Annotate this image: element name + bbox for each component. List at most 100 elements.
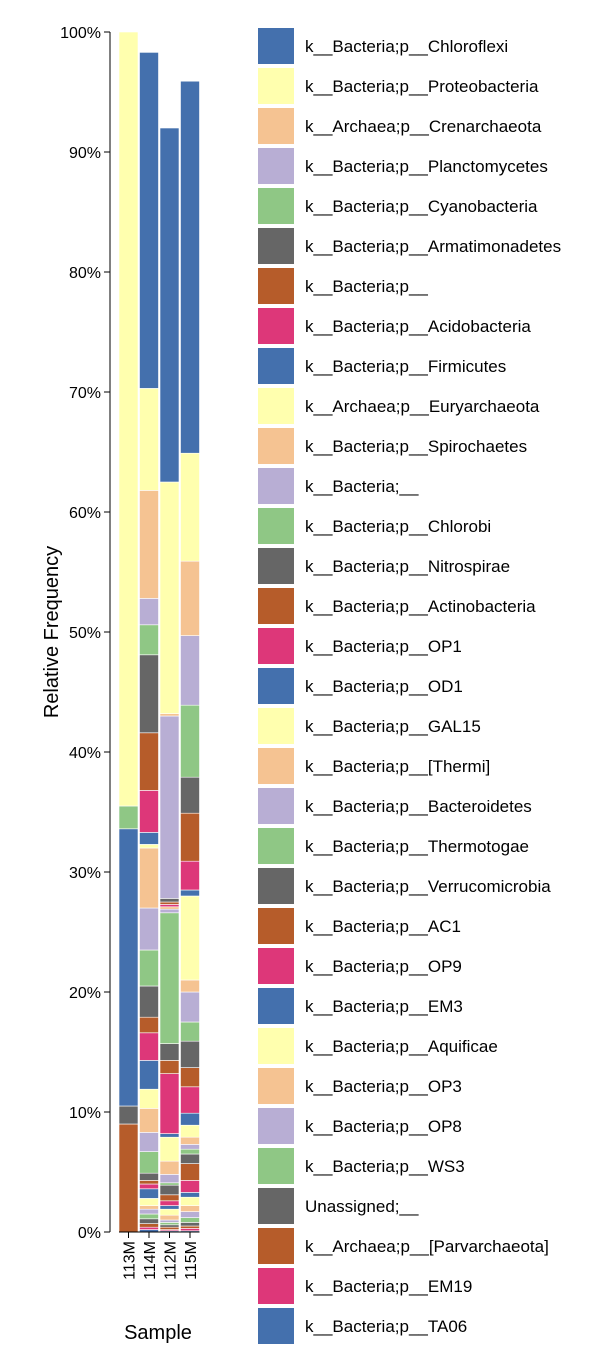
bar-segment: 112M — k__Archaea;p__[Parvarchaeota] bbox=[159, 1226, 180, 1230]
bar-segment: 114M — Unassigned;__ bbox=[139, 1218, 159, 1224]
legend-item: k__Bacteria;p__TA06 bbox=[258, 1308, 467, 1344]
bar-segment: 115M — k__Bacteria;p__Verrucomicrobia bbox=[180, 1153, 200, 1164]
legend-label: k__Bacteria;p__Proteobacteria bbox=[305, 77, 539, 96]
bar-segment: 114M — k__Bacteria;p__Acidobacteria bbox=[139, 790, 159, 833]
legend-item: k__Bacteria;p__EM3 bbox=[258, 988, 463, 1024]
bar-segment: 114M — k__Bacteria;p__AC1 bbox=[139, 1180, 159, 1185]
bar-segment: 115M — k__Bacteria;p__Chlorobi bbox=[180, 1021, 200, 1042]
legend-label: k__Bacteria;p__OP3 bbox=[305, 1077, 462, 1096]
legend-label: k__Bacteria;p__Thermotogae bbox=[305, 837, 529, 856]
bar-segment: 112M — k__Bacteria;p__Armatimonadetes bbox=[159, 898, 180, 903]
legend-item: k__Bacteria;p__OP8 bbox=[258, 1108, 462, 1144]
bar-segment: 115M — k__Bacteria;p__EM3 bbox=[180, 1192, 200, 1198]
bar-segment: 114M — k__Bacteria;p__ bbox=[139, 732, 159, 791]
legend-label: k__Bacteria;p__OP9 bbox=[305, 957, 462, 976]
legend-item: k__Bacteria;p__OP1 bbox=[258, 628, 462, 664]
bar-segment: 115M — k__Bacteria;p__Armatimonadetes bbox=[180, 776, 200, 814]
legend-swatch bbox=[258, 988, 294, 1024]
y-axis-title: Relative Frequency bbox=[41, 546, 63, 718]
legend-item: k__Bacteria;p__WS3 bbox=[258, 1148, 465, 1184]
legend-label: k__Bacteria;p__ bbox=[305, 277, 428, 296]
bars-group: 113M — k__Archaea;p__[Parvarchaeota]113M… bbox=[118, 31, 200, 1233]
bar-segment: 115M — k__Bacteria;p__Firmicutes bbox=[180, 889, 200, 897]
y-tick-label: 50% bbox=[69, 625, 101, 642]
legend-label: k__Archaea;p__Euryarchaeota bbox=[305, 397, 540, 416]
bar-segment: 114M — k__Bacteria;p__OD1 bbox=[139, 1060, 159, 1090]
bar-segment: 115M — k__Bacteria;__ bbox=[180, 991, 200, 1023]
legend-swatch bbox=[258, 628, 294, 664]
legend-swatch bbox=[258, 68, 294, 104]
legend-item: k__Bacteria;p__[Thermi] bbox=[258, 748, 490, 784]
bar-segment: 112M — k__Bacteria;p__ bbox=[159, 901, 180, 905]
bar-segment: 112M — k__Bacteria;p__Spirochaetes bbox=[159, 906, 180, 910]
legend-item: k__Bacteria;p__Thermotogae bbox=[258, 828, 529, 864]
bar-segment: 112M — k__Bacteria;p__OD1 bbox=[159, 1133, 180, 1138]
legend-swatch bbox=[258, 1068, 294, 1104]
bar-segment: 112M — k__Bacteria;p__AC1 bbox=[159, 1194, 180, 1202]
legend-label: k__Bacteria;p__Aquificae bbox=[305, 1037, 498, 1056]
bar-segment: 112M — k__Bacteria;p__OP3 bbox=[159, 1214, 180, 1221]
legend-swatch bbox=[258, 1268, 294, 1304]
bar-segment: 114M — k__Bacteria;p__Actinobacteria bbox=[139, 1016, 159, 1034]
bar-segment: 114M — k__Bacteria;p__Bacteroidetes bbox=[139, 1132, 159, 1152]
legend-item: k__Bacteria;p__Cyanobacteria bbox=[258, 188, 538, 224]
legend-swatch bbox=[258, 188, 294, 224]
bar-segment: 115M — k__Bacteria;p__Aquificae bbox=[180, 1196, 200, 1206]
bar-segment: 114M — k__Bacteria;p__[Thermi] bbox=[139, 1108, 159, 1133]
bar-segment: 115M — k__Archaea;p__[Parvarchaeota] bbox=[180, 1225, 200, 1229]
legend-item: k__Bacteria;p__OD1 bbox=[258, 668, 463, 704]
legend-label: k__Bacteria;p__OD1 bbox=[305, 677, 463, 696]
legend-item: k__Bacteria;p__Aquificae bbox=[258, 1028, 498, 1064]
y-tick-label: 30% bbox=[69, 865, 101, 882]
legend-label: k__Bacteria;p__Actinobacteria bbox=[305, 597, 536, 616]
legend-item: k__Bacteria;p__ bbox=[258, 268, 428, 304]
y-tick-label: 40% bbox=[69, 745, 101, 762]
legend-item: k__Archaea;p__Euryarchaeota bbox=[258, 388, 540, 424]
bar-segment: 114M — k__Bacteria;p__Nitrospirae bbox=[139, 985, 159, 1018]
bar-segment: 114M — k__Bacteria;__ bbox=[139, 907, 159, 951]
bar-segment: 112M — k__Bacteria;p__Chloroflexi bbox=[159, 127, 180, 483]
bar-segment: 114M — k__Bacteria;p__Cyanobacteria bbox=[139, 624, 159, 656]
bar-segment: 114M — k__Bacteria;p__OP1 bbox=[139, 1032, 159, 1061]
bar-segment: 115M — k__Bacteria;p__Actinobacteria bbox=[180, 1067, 200, 1088]
legend-swatch bbox=[258, 28, 294, 64]
bar-segment: 114M — k__Bacteria;p__Planctomycetes bbox=[139, 598, 159, 626]
legend-swatch bbox=[258, 388, 294, 424]
bar-segment: 112M — k__Bacteria;p__OP8 bbox=[159, 1219, 180, 1223]
y-axis: 0% 10% 20% 30% 40% 50% 60% 70% 80% 90% 100% bbox=[60, 25, 111, 1242]
bar-segment: 115M — k__Bacteria;p__Thermotogae bbox=[180, 1148, 200, 1155]
bar-segment: 113M — k__Bacteria;p__Cyanobacteria bbox=[118, 805, 139, 830]
legend-item: k__Bacteria;p__Proteobacteria bbox=[258, 68, 539, 104]
legend-label: k__Bacteria;p__GAL15 bbox=[305, 717, 481, 736]
legend: k__Bacteria;p__Chloroflexi k__Bacteria;p_… bbox=[258, 28, 561, 1344]
x-tick-label: 114M bbox=[142, 1241, 159, 1280]
legend-item: k__Bacteria;__ bbox=[258, 468, 419, 504]
legend-item: k__Bacteria;p__Acidobacteria bbox=[258, 308, 531, 344]
bar-segment: 115M — k__Bacteria;p__Chloroflexi bbox=[180, 80, 200, 454]
legend-label: k__Bacteria;p__AC1 bbox=[305, 917, 461, 936]
x-tick-label: 112M bbox=[163, 1241, 180, 1280]
legend-swatch bbox=[258, 428, 294, 464]
bar-segment: 114M — k__Bacteria;p__Firmicutes bbox=[139, 832, 159, 845]
bar-segment: 112M — k__Bacteria;p__Planctomycetes bbox=[159, 715, 180, 899]
x-axis: 113M 114M 112M 115M bbox=[119, 1231, 200, 1280]
bar-segment: 115M — k__Archaea;p__Crenarchaeota bbox=[180, 560, 200, 636]
legend-label: k__Bacteria;p__Acidobacteria bbox=[305, 317, 531, 336]
bar-segment: 115M — k__Bacteria;p__ bbox=[180, 812, 200, 862]
legend-label: k__Bacteria;p__Planctomycetes bbox=[305, 157, 548, 176]
bar-segment: 112M — k__Bacteria;p__Thermotogae bbox=[159, 1182, 180, 1186]
legend-swatch bbox=[258, 1148, 294, 1184]
bar-segment: 112M — k__Bacteria;p__WS3 bbox=[159, 1222, 180, 1226]
legend-swatch bbox=[258, 548, 294, 584]
bar-segment: 112M — k__Bacteria;p__Aquificae bbox=[159, 1208, 180, 1216]
legend-item: k__Bacteria;p__AC1 bbox=[258, 908, 461, 944]
legend-item: Unassigned;__ bbox=[258, 1188, 419, 1224]
bar-segment: 113M — k__Bacteria;p__Proteobacteria bbox=[118, 31, 139, 807]
legend-label: k__Bacteria;p__Bacteroidetes bbox=[305, 797, 532, 816]
legend-label: k__Archaea;p__[Parvarchaeota] bbox=[305, 1237, 549, 1256]
legend-label: k__Bacteria;p__Firmicutes bbox=[305, 357, 506, 376]
bar-segment: 114M — k__Archaea;p__Crenarchaeota bbox=[139, 490, 159, 599]
legend-swatch bbox=[258, 268, 294, 304]
bar-segment: 114M — k__Bacteria;p__Chloroflexi bbox=[139, 52, 159, 389]
legend-label: Unassigned;__ bbox=[305, 1197, 419, 1216]
